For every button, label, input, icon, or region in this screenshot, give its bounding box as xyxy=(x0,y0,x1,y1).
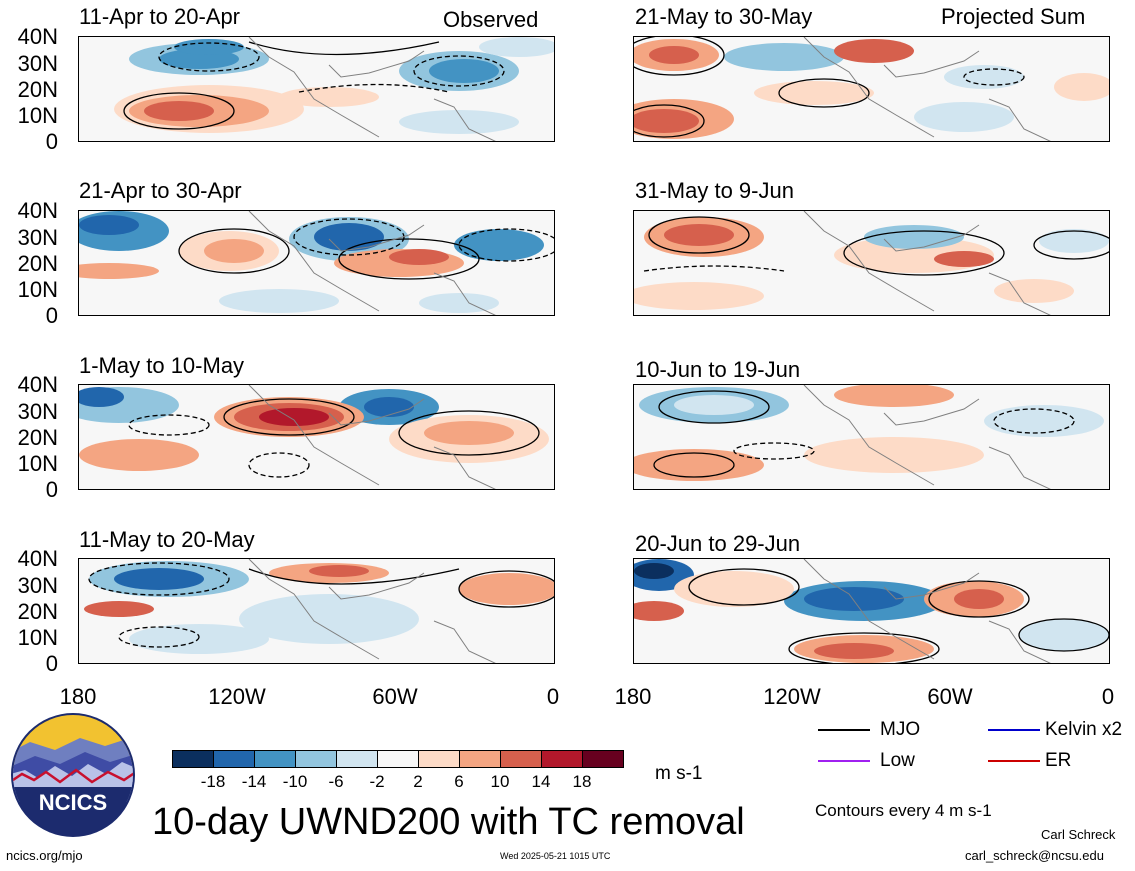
y-label-40n: 40N xyxy=(17,198,58,223)
panel-title-6: 31-May to 9-Jun xyxy=(635,178,794,203)
colorbar-label: -2 xyxy=(369,772,385,791)
y-label-20n: 20N xyxy=(17,77,58,102)
colorbar-box xyxy=(541,750,583,768)
map-panel-1 xyxy=(78,36,555,142)
x-label-120w: 120W xyxy=(763,684,821,709)
map-panel-6 xyxy=(633,210,1110,316)
ncics-logo: NCICS xyxy=(10,712,136,838)
panel-title-8: 20-Jun to 29-Jun xyxy=(635,531,801,556)
legend-er-label: ER xyxy=(1045,750,1072,771)
projected-sum-label: Projected Sum xyxy=(941,4,1086,29)
y-label-40n: 40N xyxy=(17,24,58,49)
main-title: 10-day UWND200 with TC removal xyxy=(152,801,745,843)
x-label-180: 180 xyxy=(614,684,652,709)
legend-mjo-label: MJO xyxy=(880,719,921,740)
y-label-0: 0 xyxy=(45,303,58,328)
y-label-20n: 20N xyxy=(17,599,58,624)
colorbar xyxy=(172,750,628,770)
y-label-30n: 30N xyxy=(17,399,58,424)
colorbar-label: 18 xyxy=(572,772,592,791)
colorbar-box xyxy=(459,750,501,768)
y-label-30n: 30N xyxy=(17,225,58,250)
colorbar-label: 10 xyxy=(490,772,510,791)
map-panel-4 xyxy=(78,558,555,664)
colorbar-label: 2 xyxy=(413,772,423,791)
y-label-0: 0 xyxy=(45,129,58,154)
legend-er-line xyxy=(988,760,1040,762)
map-panel-5 xyxy=(633,36,1110,142)
panel-title-2: 21-Apr to 30-Apr xyxy=(79,178,242,203)
colorbar-box xyxy=(377,750,419,768)
map-panel-3 xyxy=(78,384,555,490)
colorbar-box xyxy=(295,750,337,768)
colorbar-box xyxy=(500,750,542,768)
map-panel-2 xyxy=(78,210,555,316)
colorbar-box xyxy=(213,750,255,768)
colorbar-box xyxy=(336,750,378,768)
legend-low-line xyxy=(818,760,870,762)
y-label-20n: 20N xyxy=(17,251,58,276)
y-label-30n: 30N xyxy=(17,51,58,76)
colorbar-label: -6 xyxy=(328,772,344,791)
map-panel-7 xyxy=(633,384,1110,490)
colorbar-label: -10 xyxy=(282,772,308,791)
y-label-10n: 10N xyxy=(17,451,58,476)
legend-kelvin-line xyxy=(988,729,1040,731)
footer-url[interactable]: ncics.org/mjo xyxy=(6,848,83,863)
x-label-60w: 60W xyxy=(372,684,418,709)
panel-title-3: 1-May to 10-May xyxy=(79,353,245,378)
x-label-60w: 60W xyxy=(927,684,973,709)
x-label-0: 0 xyxy=(1101,684,1115,709)
y-label-0: 0 xyxy=(45,651,58,676)
colorbar-label: 6 xyxy=(454,772,464,791)
contour-note: Contours every 4 m s-1 xyxy=(815,801,992,820)
legend-low-label: Low xyxy=(880,750,915,771)
logo-text: NCICS xyxy=(39,790,107,815)
panel-title-4: 11-May to 20-May xyxy=(79,527,255,552)
x-label-180: 180 xyxy=(59,684,97,709)
panel-title-5: 21-May to 30-May xyxy=(635,4,813,29)
colorbar-box xyxy=(418,750,460,768)
y-label-0: 0 xyxy=(45,477,58,502)
legend-mjo-line xyxy=(818,729,870,731)
y-label-10n: 10N xyxy=(17,277,58,302)
y-label-40n: 40N xyxy=(17,372,58,397)
y-label-40n: 40N xyxy=(17,546,58,571)
colorbar-label: 14 xyxy=(531,772,551,791)
observed-label: Observed xyxy=(443,7,539,32)
colorbar-box xyxy=(254,750,296,768)
footer-email[interactable]: carl_schreck@ncsu.edu xyxy=(965,848,1104,863)
footer-timestamp: Wed 2025-05-21 1015 UTC xyxy=(500,851,611,861)
colorbar-label: -18 xyxy=(200,772,226,791)
legend-kelvin-label: Kelvin x2 xyxy=(1045,719,1123,740)
colorbar-label: -14 xyxy=(241,772,267,791)
panel-title-1: 11-Apr to 20-Apr xyxy=(79,4,241,29)
panel-title-7: 10-Jun to 19-Jun xyxy=(635,357,801,382)
colorbar-box xyxy=(582,750,624,768)
map-panel-8 xyxy=(633,558,1110,664)
y-label-20n: 20N xyxy=(17,425,58,450)
x-label-120w: 120W xyxy=(208,684,266,709)
y-label-30n: 30N xyxy=(17,573,58,598)
y-label-10n: 10N xyxy=(17,103,58,128)
colorbar-box xyxy=(172,750,214,768)
y-label-10n: 10N xyxy=(17,625,58,650)
colorbar-units: m s-1 xyxy=(655,763,703,784)
footer-author: Carl Schreck xyxy=(1041,827,1116,842)
x-label-0: 0 xyxy=(546,684,560,709)
